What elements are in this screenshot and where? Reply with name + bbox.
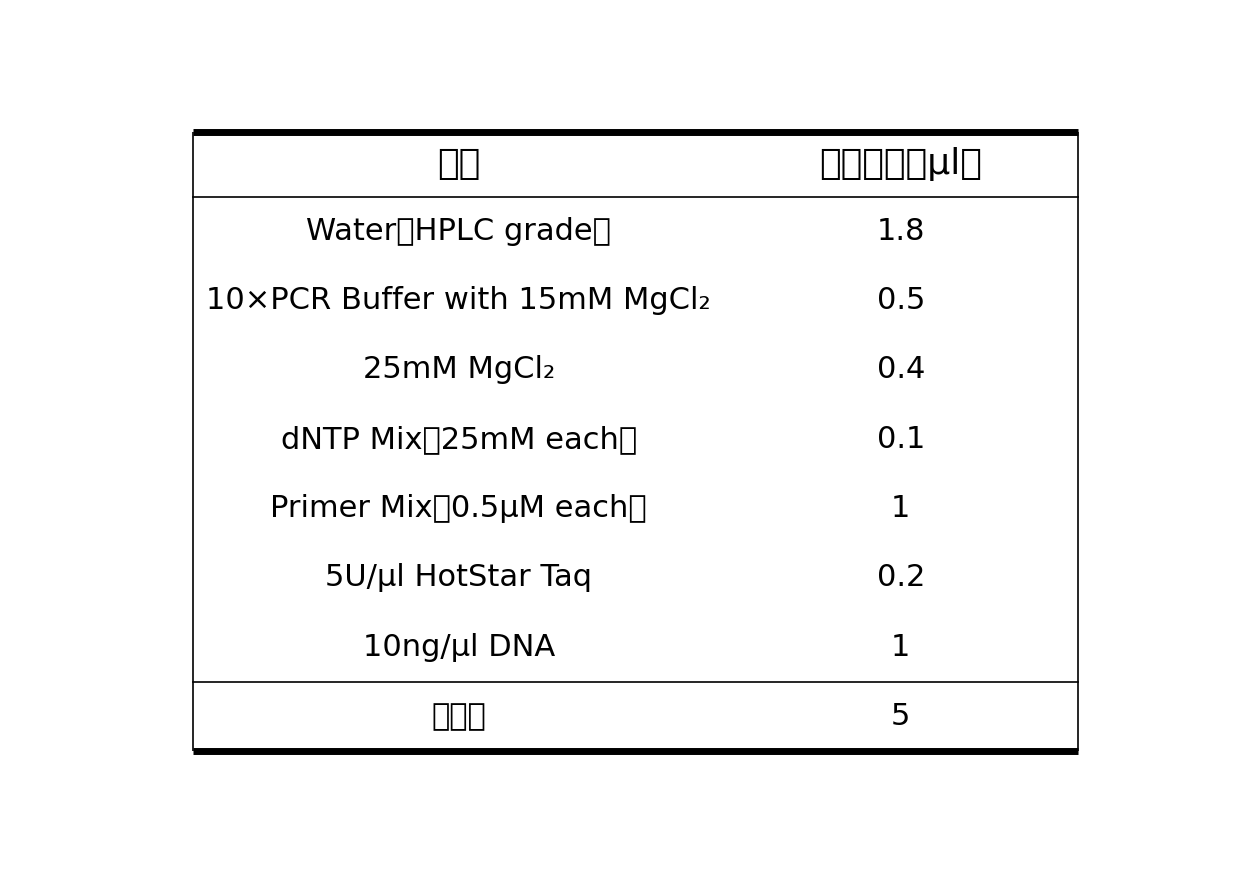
Text: 5U/μl HotStar Taq: 5U/μl HotStar Taq (325, 563, 593, 593)
Text: Primer Mix（0.5μM each）: Primer Mix（0.5μM each） (270, 494, 647, 523)
Text: 10ng/μl DNA: 10ng/μl DNA (362, 633, 554, 662)
Text: 1: 1 (892, 633, 910, 662)
Text: 0.1: 0.1 (877, 425, 925, 454)
Text: 10×PCR Buffer with 15mM MgCl₂: 10×PCR Buffer with 15mM MgCl₂ (206, 286, 711, 316)
Text: dNTP Mix（25mM each）: dNTP Mix（25mM each） (280, 425, 636, 454)
Text: Water（HPLC grade）: Water（HPLC grade） (306, 217, 611, 246)
Text: 0.5: 0.5 (877, 286, 925, 316)
Text: 1.8: 1.8 (877, 217, 925, 246)
Text: 0.4: 0.4 (877, 356, 925, 385)
Text: 总体积: 总体积 (432, 702, 486, 731)
Text: 1: 1 (892, 494, 910, 523)
Text: 25mM MgCl₂: 25mM MgCl₂ (362, 356, 554, 385)
Text: 试剂: 试剂 (436, 148, 480, 181)
Text: 加入体积（μl）: 加入体积（μl） (820, 148, 982, 181)
Text: 0.2: 0.2 (877, 563, 925, 593)
Text: 5: 5 (892, 702, 910, 731)
